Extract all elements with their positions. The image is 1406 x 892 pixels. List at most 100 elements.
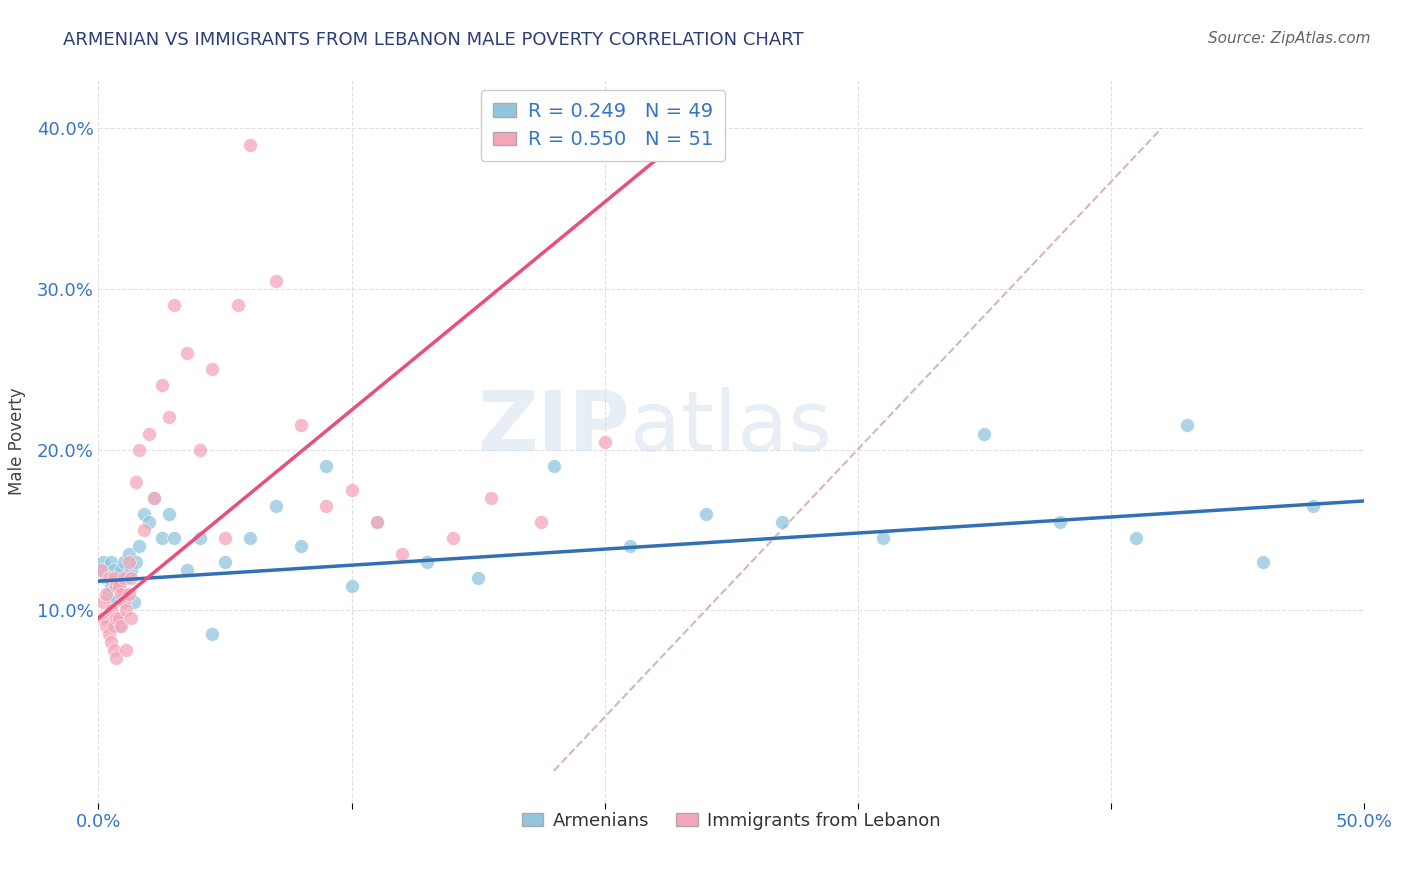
Point: [593, 434, 616, 449]
Point: [115, 571, 138, 585]
Point: [110, 587, 132, 601]
Point: [201, 362, 224, 376]
Point: [115, 643, 138, 657]
Point: [441, 531, 464, 545]
Point: [138, 426, 160, 441]
Point: [112, 571, 135, 585]
Point: [467, 571, 489, 585]
Text: atlas: atlas: [630, 386, 831, 467]
Point: [115, 603, 138, 617]
Point: [107, 619, 129, 633]
Point: [97, 587, 120, 601]
Point: [176, 346, 198, 360]
Point: [103, 595, 125, 609]
Point: [118, 555, 141, 569]
Point: [94, 619, 117, 633]
Point: [120, 563, 142, 577]
Point: [97, 571, 120, 585]
Point: [1302, 499, 1324, 513]
Point: [391, 547, 413, 561]
Point: [290, 418, 312, 433]
Point: [105, 571, 128, 585]
Point: [90, 563, 112, 577]
Point: [1125, 531, 1147, 545]
Point: [120, 571, 142, 585]
Point: [128, 539, 150, 553]
Point: [107, 611, 129, 625]
Point: [105, 579, 128, 593]
Point: [125, 475, 148, 489]
Point: [315, 499, 337, 513]
Point: [90, 563, 112, 577]
Point: [93, 611, 115, 625]
Point: [366, 515, 388, 529]
Point: [340, 483, 363, 497]
Point: [112, 595, 135, 609]
Point: [315, 458, 337, 473]
Point: [340, 579, 363, 593]
Point: [214, 531, 236, 545]
Point: [239, 137, 262, 152]
Point: [112, 555, 135, 569]
Point: [138, 515, 160, 529]
Point: [100, 555, 122, 569]
Point: [125, 555, 148, 569]
Point: [543, 458, 565, 473]
Point: [239, 531, 262, 545]
Point: [103, 571, 125, 585]
Point: [695, 507, 717, 521]
Text: ARMENIAN VS IMMIGRANTS FROM LEBANON MALE POVERTY CORRELATION CHART: ARMENIAN VS IMMIGRANTS FROM LEBANON MALE…: [63, 31, 804, 49]
Text: ZIP: ZIP: [478, 386, 630, 467]
Point: [107, 579, 129, 593]
Point: [110, 563, 132, 577]
Point: [188, 442, 211, 457]
Point: [157, 507, 180, 521]
Point: [176, 563, 198, 577]
Point: [872, 531, 894, 545]
Point: [201, 627, 224, 641]
Point: [132, 507, 155, 521]
Point: [366, 515, 388, 529]
Point: [103, 563, 125, 577]
Point: [105, 611, 128, 625]
Point: [188, 531, 211, 545]
Point: [479, 491, 502, 505]
Point: [97, 627, 120, 641]
Point: [157, 410, 180, 425]
Point: [150, 531, 173, 545]
Point: [264, 274, 287, 288]
Point: [100, 635, 122, 649]
Point: [110, 619, 132, 633]
Point: [122, 595, 145, 609]
Point: [530, 515, 553, 529]
Point: [128, 442, 150, 457]
Point: [150, 378, 173, 392]
Point: [107, 579, 129, 593]
Point: [619, 539, 641, 553]
Point: [120, 611, 142, 625]
Point: [105, 651, 128, 665]
Point: [143, 491, 166, 505]
Point: [118, 587, 141, 601]
Point: [1049, 515, 1071, 529]
Point: [973, 426, 995, 441]
Point: [264, 499, 287, 513]
Legend: Armenians, Immigrants from Lebanon: Armenians, Immigrants from Lebanon: [515, 805, 948, 837]
Point: [94, 571, 117, 585]
Point: [143, 491, 166, 505]
Point: [93, 595, 115, 609]
Point: [1251, 555, 1274, 569]
Point: [214, 555, 236, 569]
Point: [290, 539, 312, 553]
Point: [94, 587, 117, 601]
Point: [1175, 418, 1198, 433]
Point: [416, 555, 439, 569]
Point: [103, 619, 125, 633]
Point: [770, 515, 793, 529]
Point: [103, 643, 125, 657]
Point: [163, 531, 186, 545]
Point: [163, 298, 186, 312]
Point: [118, 547, 141, 561]
Point: [226, 298, 249, 312]
Point: [112, 587, 135, 601]
